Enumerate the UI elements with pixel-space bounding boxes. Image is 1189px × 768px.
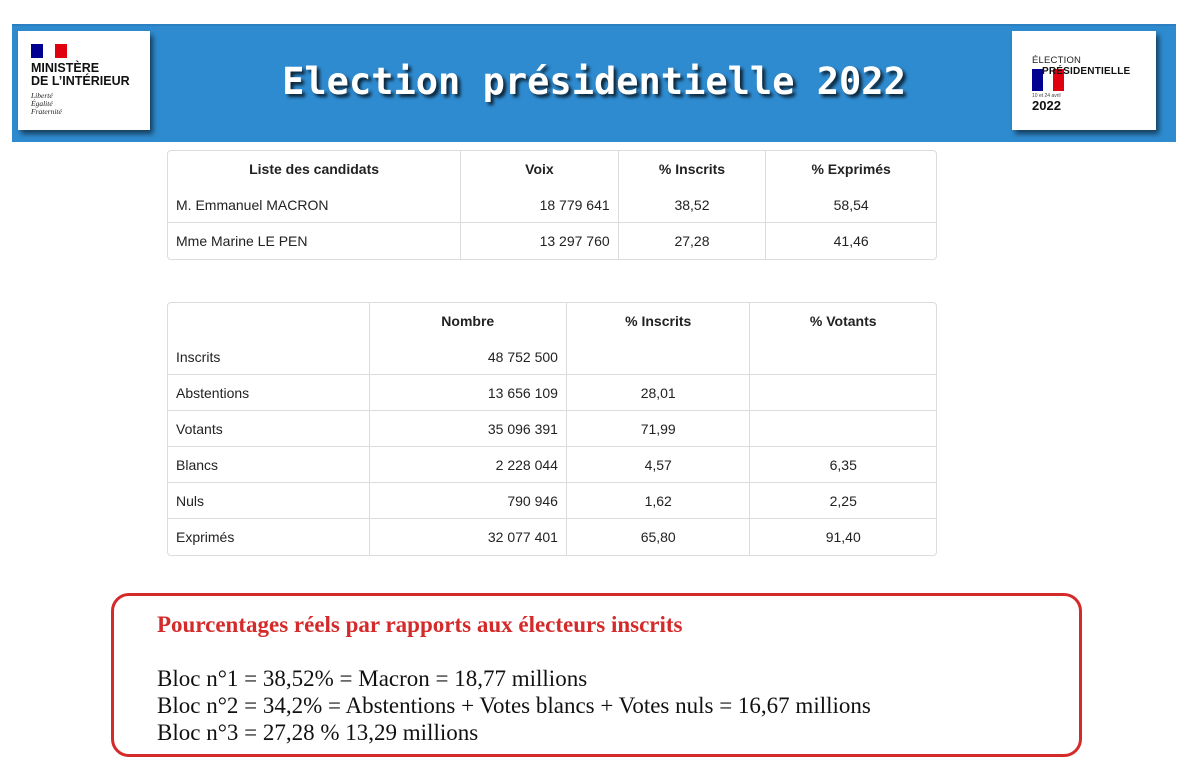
stat-count: 2 228 044 xyxy=(369,447,567,483)
stat-count: 32 077 401 xyxy=(370,519,567,555)
logo-year: 2022 xyxy=(1032,98,1061,113)
ministere-name: MINISTÈRE DE L’INTÉRIEUR xyxy=(31,61,130,88)
table-row: Nuls 790 946 1,62 2,25 xyxy=(168,483,936,519)
column-header xyxy=(168,303,370,339)
candidate-pct-exprimes: 58,54 xyxy=(766,187,936,223)
candidate-name: M. Emmanuel MACRON xyxy=(168,187,462,223)
table-header-row: Liste des candidats Voix % Inscrits % Ex… xyxy=(168,151,936,187)
column-header: % Inscrits xyxy=(567,303,751,339)
table-row: Inscrits 48 752 500 xyxy=(168,339,936,375)
marianne-flag-icon xyxy=(31,44,67,58)
table-header-row: Nombre % Inscrits % Votants xyxy=(168,303,936,339)
table-row: Blancs 2 228 044 4,57 6,35 xyxy=(168,447,936,483)
bloc-summary-box: Pourcentages réels par rapports aux élec… xyxy=(111,593,1082,757)
stat-pct-inscrits: 28,01 xyxy=(566,375,751,411)
page-title: Election présidentielle 2022 xyxy=(282,60,906,103)
stat-pct-inscrits: 1,62 xyxy=(566,483,751,519)
stat-label: Exprimés xyxy=(168,519,370,555)
table-row: Mme Marine LE PEN 13 297 760 27,28 41,46 xyxy=(168,223,936,259)
column-header: % Votants xyxy=(809,313,877,329)
stat-count: 35 096 391 xyxy=(369,411,567,447)
candidate-pct-exprimes: 41,46 xyxy=(833,233,869,249)
stat-pct-votants xyxy=(750,375,936,411)
table-row: Exprimés 32 077 401 65,80 91,40 xyxy=(168,519,936,555)
stat-label: Abstentions xyxy=(168,375,370,411)
header-banner: Election présidentielle 2022 xyxy=(12,24,1176,142)
bloc-line-2: Bloc n°2 = 34,2% = Abstentions + Votes b… xyxy=(157,693,871,718)
logo-presidentielle-label: PRÉSIDENTIELLE xyxy=(1042,66,1131,77)
stat-pct-inscrits xyxy=(566,339,751,375)
logo-dates: 10 et 24 avril xyxy=(1032,93,1061,99)
stat-label: Votants xyxy=(168,411,370,447)
candidate-pct-inscrits: 38,52 xyxy=(618,187,767,223)
column-header: Nombre xyxy=(370,303,567,339)
candidates-results-table: Liste des candidats Voix % Inscrits % Ex… xyxy=(167,150,937,260)
participation-stats-table: Nombre % Inscrits % Votants Inscrits 48 … xyxy=(167,302,937,556)
logo-election-label: ÉLECTION xyxy=(1032,55,1082,66)
stat-label: Blancs xyxy=(168,447,370,483)
tricolor-flag-icon xyxy=(1032,69,1064,91)
candidate-votes: 13 297 760 xyxy=(461,223,619,259)
election-presidentielle-logo: ÉLECTION PRÉSIDENTIELLE 10 et 24 avril 2… xyxy=(1012,31,1156,130)
stat-pct-votants xyxy=(750,339,936,375)
table-row: M. Emmanuel MACRON 18 779 641 38,52 58,5… xyxy=(168,187,936,223)
stat-count: 48 752 500 xyxy=(369,339,567,375)
stat-label: Inscrits xyxy=(168,339,370,375)
column-header: Liste des candidats xyxy=(168,151,462,187)
stat-pct-votants: 91,40 xyxy=(825,529,861,545)
bloc-line-3: Bloc n°3 = 27,28 % 13,29 millions xyxy=(157,720,479,745)
stat-pct-inscrits: 71,99 xyxy=(566,411,751,447)
stat-pct-inscrits: 65,80 xyxy=(567,519,751,555)
column-header: Voix xyxy=(461,151,619,187)
candidate-pct-inscrits: 27,28 xyxy=(619,223,767,259)
stat-pct-votants xyxy=(750,411,936,447)
stat-count: 13 656 109 xyxy=(369,375,567,411)
republic-motto: Liberté Égalité Fraternité xyxy=(31,91,62,116)
column-header: % Exprimés xyxy=(811,161,891,177)
stat-pct-votants: 6,35 xyxy=(750,447,936,483)
candidate-votes: 18 779 641 xyxy=(461,187,619,223)
stat-pct-inscrits: 4,57 xyxy=(566,447,751,483)
stat-label: Nuls xyxy=(168,483,370,519)
stat-count: 790 946 xyxy=(369,483,567,519)
table-row: Votants 35 096 391 71,99 xyxy=(168,411,936,447)
table-row: Abstentions 13 656 109 28,01 xyxy=(168,375,936,411)
stat-pct-votants: 2,25 xyxy=(750,483,936,519)
candidate-name: Mme Marine LE PEN xyxy=(168,223,462,259)
ministere-interieur-logo: MINISTÈRE DE L’INTÉRIEUR Liberté Égalité… xyxy=(18,31,150,130)
bloc-line-1: Bloc n°1 = 38,52% = Macron = 18,77 milli… xyxy=(157,666,588,691)
column-header: % Inscrits xyxy=(619,151,767,187)
bloc-summary-title: Pourcentages réels par rapports aux élec… xyxy=(157,612,683,637)
